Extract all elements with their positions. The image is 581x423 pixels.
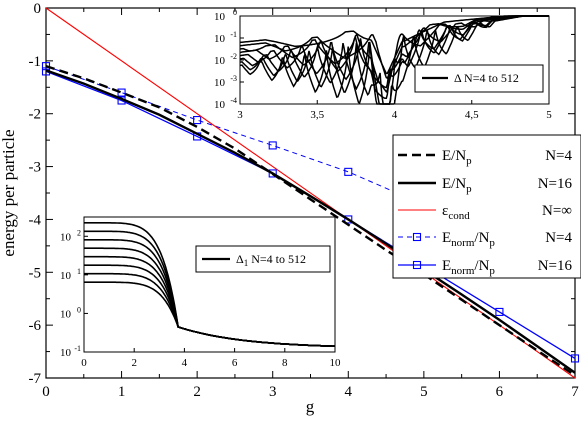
x-tick-label: 1 <box>118 384 126 400</box>
legend-tail-e16: N=16 <box>538 176 573 192</box>
legend-marker-enorm16 <box>412 260 422 270</box>
inset-delta1-y-tick-exp: -1 <box>74 344 81 353</box>
inset-delta1-y-tick-exp: 2 <box>77 228 81 237</box>
legend-tail-enorm4: N=4 <box>545 230 572 246</box>
y-tick-label: -7 <box>29 371 42 387</box>
inset-delta1-x-tick-label: 4 <box>182 357 188 369</box>
data-point-enorm4 <box>344 167 353 176</box>
data-point-enorm16 <box>344 215 353 224</box>
inset-delta1-x-tick-label: 2 <box>131 357 137 369</box>
legend-label-econd: εcond <box>442 203 470 222</box>
main-series <box>41 7 580 379</box>
inset-delta-y-tick-label: 10 <box>214 55 226 67</box>
data-point-enorm16 <box>495 307 504 316</box>
inset-delta-x-tick-label: 5 <box>546 109 552 121</box>
inset-delta-curves <box>239 15 549 105</box>
legend-label-enorm16: Enorm/Np <box>442 258 495 277</box>
inset-delta1-y-tick-exp: 1 <box>77 267 81 276</box>
y-tick-label: 0 <box>34 1 42 17</box>
inset-delta1-y-tick-label: 10 <box>60 347 72 359</box>
inset-delta1-x-tick-label: 6 <box>232 357 238 369</box>
inset-delta-y-tick-label: 10 <box>214 33 226 45</box>
y-tick-label: -2 <box>29 107 42 123</box>
data-point-enorm16 <box>570 354 580 363</box>
series-line-enorm4 <box>45 65 576 271</box>
inset-delta-y-tick-exp: -2 <box>230 52 237 61</box>
inset-delta-x-tick-label: 4,5 <box>465 109 479 121</box>
inset-delta1-frame <box>83 216 336 353</box>
inset-delta1-curve <box>84 281 335 348</box>
y-tick-label: -1 <box>29 54 42 70</box>
legend-tail-econd: N=∞ <box>542 203 572 219</box>
legend-label-enorm4: Enorm/Np <box>442 230 495 249</box>
inset-delta-y-tick-exp: -4 <box>230 96 237 105</box>
x-tick-label: 0 <box>42 384 50 400</box>
data-point-enorm4 <box>117 88 126 97</box>
legend: E/Np N=4 E/Np N=16 εcond N=∞ Enorm/Np N=4 Enorm/… <box>392 134 581 279</box>
inset-delta1-curves <box>84 222 335 348</box>
x-axis-label: g <box>306 397 315 416</box>
inset-delta-ticks: 3 3,5 4 4,5 5 10 0 10 -1 10 -2 10 -3 10 -4 <box>214 8 552 121</box>
y-tick-label: -6 <box>29 318 42 334</box>
y-tick-label: -3 <box>29 160 42 176</box>
inset-delta-y-tick-label: 10 <box>214 11 226 23</box>
y-axis-label: energy per particle <box>0 129 18 256</box>
inset-delta1-y-tick-label: 10 <box>60 270 72 282</box>
data-point-enorm16 <box>268 169 277 178</box>
inset-delta1-legend: Δ1 N=4 to 512 <box>195 245 331 273</box>
inset-delta-y-tick-label: 10 <box>214 77 226 89</box>
inset-delta-y-tick-exp: -3 <box>230 74 237 83</box>
inset-delta-curve <box>239 15 549 105</box>
inset-delta-y-tick-exp: -1 <box>230 30 237 39</box>
inset-delta1-y-tick-label: 10 <box>60 308 72 320</box>
x-tick-label: 5 <box>420 384 428 400</box>
inset-delta1-y-tick-exp: 0 <box>77 305 81 314</box>
x-tick-label: 2 <box>193 384 201 400</box>
inset-delta-legend: Δ N=4 to 512 <box>414 64 544 93</box>
y-tick-label: -5 <box>29 265 42 281</box>
inset-delta-legend-label: Δ N=4 to 512 <box>454 71 519 85</box>
legend-marker-enorm4 <box>412 232 422 242</box>
inset-delta-y-tick-label: 10 <box>214 99 226 111</box>
inset-delta1-x-tick-label: 8 <box>282 357 288 369</box>
x-tick-label: 4 <box>345 384 353 400</box>
legend-tail-enorm16: N=16 <box>538 258 573 274</box>
inset-delta-y-tick-exp: 0 <box>233 8 237 17</box>
y-tick-label: -4 <box>29 212 42 228</box>
legend-tail-e4: N=4 <box>545 148 572 164</box>
inset-delta: 3 3,5 4 4,5 5 10 0 10 -1 10 -2 10 -3 10 -4 Δ N=4 to 51… <box>214 8 552 121</box>
legend-label-e16: E/Np <box>442 176 472 195</box>
inset-delta1-y-tick-label: 10 <box>60 231 72 243</box>
inset-delta1-legend-label: Δ1 N=4 to 512 <box>236 252 306 268</box>
x-tick-label: 7 <box>571 384 579 400</box>
main-ticks: 0 1 2 3 4 5 6 70-1-2-3-4-5-6-7 <box>29 1 580 400</box>
legend-box <box>392 134 581 279</box>
x-tick-label: 3 <box>269 384 277 400</box>
legend-label-e4: E/Np <box>442 148 472 167</box>
data-point-enorm4 <box>268 141 277 150</box>
series-line-e16 <box>45 69 576 374</box>
data-point-enorm4 <box>193 116 202 125</box>
inset-delta-x-tick-label: 3,5 <box>310 109 324 121</box>
x-tick-label: 6 <box>496 384 504 400</box>
inset-delta-x-tick-label: 3 <box>237 109 243 121</box>
series-line-e4 <box>45 65 576 377</box>
inset-delta1-x-tick-label: 10 <box>330 357 342 369</box>
inset-delta1-x-tick-label: 0 <box>81 357 87 369</box>
inset-delta-x-tick-label: 4 <box>392 109 398 121</box>
